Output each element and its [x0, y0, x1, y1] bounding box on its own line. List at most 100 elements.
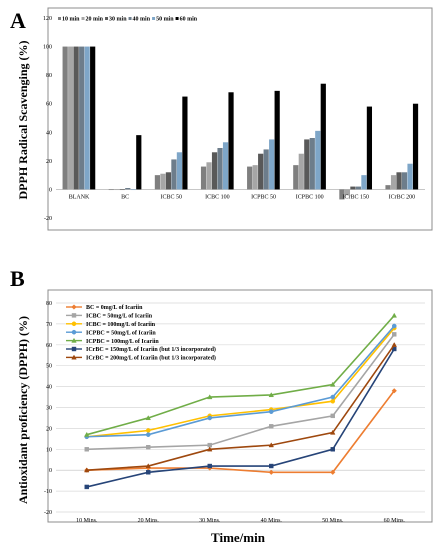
bar-icpbc-50-40-min — [263, 149, 269, 190]
bar-icbc-100-20-min — [206, 162, 212, 190]
panel-a-legend-swatch — [105, 17, 109, 20]
panel-a-category-labels: BLANK BC ICBC 50 ICBC 100 ICPBC 50 ICPBC 100 I… — [69, 194, 415, 200]
series-4-point — [268, 392, 274, 398]
bar-bc-30-min — [119, 189, 125, 191]
panel-b-legend-label: ICBC = 100mg/L of Icariin — [86, 322, 156, 328]
panel-b-letter: B — [10, 266, 25, 291]
bar-icrbc-150-20-min — [344, 189, 351, 196]
bar-icbc-100-40-min — [217, 148, 223, 190]
bar-icrbc-150-10-min — [339, 189, 345, 200]
panel-b-y-tick-label: 70 — [46, 322, 52, 328]
series-3-point — [391, 323, 397, 329]
panel-b-x-axis-label: Time/min — [211, 530, 266, 545]
series-2-point — [145, 428, 151, 433]
bar-icpbc-50-20-min — [252, 165, 258, 190]
series-4-point — [330, 381, 336, 387]
series-1-point — [392, 332, 397, 337]
series-1-point — [146, 445, 151, 450]
bar-icrbc-200-20-min — [390, 175, 397, 190]
series-line-0 — [86, 390, 395, 474]
panel-b-y-tick-label: 20 — [46, 426, 52, 432]
panel-a-y-tick-label: 0 — [49, 187, 52, 193]
panel-b-y-tick-label: 60 — [46, 343, 52, 349]
bar-icbc-50-30-min — [165, 172, 172, 190]
bar-icrbc-150-40-min — [355, 186, 362, 190]
bar-icbc-100-50-min — [222, 142, 229, 190]
panel-a-legend-label: 30 min — [109, 17, 127, 23]
bar-icpbc-50-30-min — [258, 153, 264, 190]
bar-icpbc-100-50-min — [315, 130, 321, 190]
bar-blank-40-min — [79, 46, 85, 190]
panel-b-legend-label: BC = 0mg/L of Icariin — [86, 305, 143, 311]
series-4-point — [145, 415, 151, 421]
panel-b-legend-label: ICPBC = 100mg/L of Icariin — [86, 339, 159, 345]
panel-a-legend-swatch — [81, 17, 85, 20]
bar-blank-50-min — [84, 46, 90, 190]
panel-a-legend-swatch — [175, 17, 179, 20]
panel-b-series-lines — [84, 312, 397, 490]
panel-a-legend-swatch — [152, 17, 156, 20]
series-0-point — [391, 388, 397, 394]
panel-b-x-tick-label: 40 Mins. — [261, 518, 283, 524]
panel-b-y-tick-label: 80 — [46, 301, 52, 307]
bar-bc-50-min — [130, 189, 136, 191]
series-4-point — [391, 312, 397, 318]
panel-a-legend-label: 50 min — [156, 17, 174, 23]
panel-a-y-tick-label: 100 — [43, 45, 52, 51]
series-3-point — [207, 415, 213, 421]
panel-a-frame — [47, 7, 433, 231]
series-1-point — [330, 413, 335, 419]
bar-icrbc-200-40-min — [401, 172, 408, 190]
bar-bc-40-min — [125, 188, 131, 190]
bar-blank-30-min — [73, 46, 79, 190]
panel-a: A DPPH Radical Scavenging (%) -20 0 20 40 60… — [10, 7, 433, 231]
series-5-point — [330, 447, 335, 452]
bar-icrbc-200-60-min — [412, 103, 419, 190]
panel-b-legend-marker — [71, 329, 77, 335]
panel-b-legend-label: ICPBC = 50mg/L of Icariin — [86, 330, 156, 336]
series-3-point — [330, 394, 336, 400]
series-5-point — [84, 484, 89, 490]
series-5-point — [146, 470, 151, 475]
bar-icrbc-150-60-min — [366, 106, 373, 190]
series-6-point — [391, 341, 397, 347]
bar-icpbc-50-60-min — [274, 90, 280, 190]
panel-a-legend: 10 min 20 min 30 min 40 min 50 min 60 min — [58, 17, 198, 23]
bar-bc-20-min — [114, 189, 120, 191]
panel-b-y-tick-label: 40 — [46, 385, 52, 391]
bar-icrbc-200-50-min — [407, 163, 413, 190]
panel-a-y-axis-label: DPPH Radical Scavenging (%) — [16, 41, 30, 200]
bar-icbc-100-30-min — [211, 152, 218, 190]
bar-icpbc-50-10-min — [247, 166, 253, 190]
panel-a-legend-swatch — [128, 17, 132, 20]
panel-b-x-tick-label: 30 Mins. — [199, 518, 221, 524]
series-5-point — [269, 463, 274, 469]
bar-icpbc-100-60-min — [320, 83, 326, 190]
series-2-point — [330, 398, 336, 404]
panel-a-legend-label: 40 min — [133, 17, 151, 23]
panel-b-category-labels: 10 Mins. 20 Mins. 30 Mins. 40 Mins. 50 Mins.… — [76, 518, 405, 524]
panel-b-legend-marker — [71, 337, 77, 343]
series-6-point — [268, 442, 274, 448]
panel-a-category-label: BC — [121, 194, 129, 200]
panel-b: B Antioxidant proficiency (DPPH) (%) Tim… — [10, 266, 433, 545]
bar-icrbc-150-30-min — [350, 186, 356, 190]
panel-b-x-tick-label: 50 Mins. — [322, 518, 344, 524]
panel-a-category-label: ICPBC 100 — [296, 194, 324, 200]
panel-a-y-tick-label: -20 — [44, 216, 52, 222]
panel-b-y-tick-label: 10 — [46, 447, 52, 453]
bar-blank-20-min — [68, 46, 74, 190]
panel-a-y-tick-label: 40 — [46, 130, 52, 136]
panel-b-y-tick-label: 30 — [46, 406, 52, 412]
panel-b-y-tick-label: 50 — [46, 364, 52, 370]
series-line-3 — [86, 325, 395, 438]
series-1-point — [269, 424, 274, 429]
panel-a-category-label: ICBC 100 — [205, 194, 230, 200]
panel-a-legend-swatch — [58, 17, 61, 20]
series-6-point — [84, 467, 90, 473]
panel-b-gridlines — [56, 302, 425, 513]
series-5-point — [207, 463, 212, 469]
series-line-6 — [86, 344, 395, 471]
panel-a-legend-label: 10 min — [62, 17, 80, 23]
